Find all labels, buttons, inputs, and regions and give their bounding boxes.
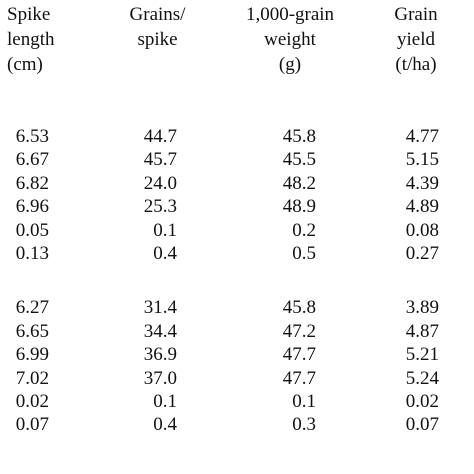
cell-grain-yield: 4.39 — [405, 172, 439, 194]
table-row: 0.07 0.4 0.3 0.07 — [0, 413, 474, 436]
cell-spike-length: 6.99 — [15, 344, 49, 366]
table-row: 6.65 34.4 47.2 4.87 — [0, 320, 474, 343]
cell-thousand-grain-weight: 45.8 — [282, 297, 316, 319]
cell-grains-per-spike: 0.1 — [153, 390, 177, 412]
cell-grain-yield: 3.89 — [405, 297, 439, 319]
cell-spike-length: 0.07 — [15, 414, 49, 436]
table-row: 6.99 36.9 47.7 5.21 — [0, 343, 474, 366]
cell-grain-yield: 5.15 — [405, 149, 439, 171]
cell-grain-yield: 4.77 — [405, 126, 439, 147]
cell-grains-per-spike: 45.7 — [143, 149, 177, 171]
cell-spike-length: 0.05 — [15, 219, 49, 241]
table-section: 6.27 31.4 45.8 3.89 6.65 34.4 47.2 4.87 6.99 36.9… — [0, 296, 474, 436]
cell-grains-per-spike: 0.4 — [153, 242, 177, 264]
cell-thousand-grain-weight: 0.2 — [292, 219, 316, 241]
cell-spike-length: 6.65 — [15, 320, 49, 342]
cell-thousand-grain-weight: 48.2 — [282, 172, 316, 194]
cell-grains-per-spike: 0.4 — [153, 414, 177, 436]
cell-grains-per-spike: 31.4 — [143, 297, 177, 319]
cell-spike-length: 0.02 — [15, 390, 49, 412]
cell-thousand-grain-weight: 48.9 — [282, 196, 316, 218]
table-row: 0.13 0.4 0.5 0.27 — [0, 242, 474, 265]
table-row: 6.53 44.7 45.8 4.77 — [0, 125, 474, 148]
cell-grains-per-spike: 24.0 — [143, 172, 177, 194]
cell-grain-yield: 4.87 — [405, 320, 439, 342]
cell-thousand-grain-weight: 0.5 — [292, 242, 316, 264]
header-spike-length: Spike length (cm) — [7, 4, 55, 75]
cell-grain-yield: 0.08 — [405, 219, 439, 241]
cell-thousand-grain-weight: 45.5 — [282, 149, 316, 171]
cell-grain-yield: 4.89 — [405, 196, 439, 218]
cell-thousand-grain-weight: 0.1 — [292, 390, 316, 412]
cell-spike-length: 0.13 — [15, 242, 49, 264]
cell-spike-length: 6.67 — [15, 149, 49, 171]
table-row: 7.02 37.0 47.7 5.24 — [0, 367, 474, 390]
cell-thousand-grain-weight: 0.3 — [292, 414, 316, 436]
table-row: 6.27 31.4 45.8 3.89 — [0, 296, 474, 319]
cell-thousand-grain-weight: 47.7 — [282, 344, 316, 366]
cell-spike-length: 6.96 — [15, 196, 49, 218]
cell-spike-length: 6.82 — [15, 172, 49, 194]
table-row: 0.05 0.1 0.2 0.08 — [0, 219, 474, 242]
cell-grain-yield: 5.24 — [405, 367, 439, 389]
table-body: 6.53 44.7 45.8 4.77 6.67 45.7 45.5 5.15 6.82 24.0… — [0, 125, 474, 437]
cell-grain-yield: 5.21 — [405, 344, 439, 366]
header-thousand-grain-weight: 1,000-grain weight (g) — [245, 4, 335, 75]
cell-spike-length: 7.02 — [15, 367, 49, 389]
cell-thousand-grain-weight: 47.7 — [282, 367, 316, 389]
cell-grains-per-spike: 34.4 — [143, 320, 177, 342]
cell-grains-per-spike: 44.7 — [143, 126, 177, 147]
table-section: 6.53 44.7 45.8 4.77 6.67 45.7 45.5 5.15 6.82 24.0… — [0, 125, 474, 265]
cell-grain-yield: 0.02 — [405, 390, 439, 412]
table-header-row: Spike length (cm) Grains/ spike 1,000-gr… — [0, 2, 474, 82]
table-row: 0.02 0.1 0.1 0.02 — [0, 390, 474, 413]
cell-grains-per-spike: 25.3 — [143, 196, 177, 218]
table-row: 6.82 24.0 48.2 4.39 — [0, 172, 474, 195]
table-row: 6.67 45.7 45.5 5.15 — [0, 148, 474, 171]
cell-thousand-grain-weight: 47.2 — [282, 320, 316, 342]
cell-grains-per-spike: 37.0 — [143, 367, 177, 389]
cell-grains-per-spike: 0.1 — [153, 219, 177, 241]
cell-grain-yield: 0.07 — [405, 414, 439, 436]
header-grains-per-spike: Grains/ spike — [129, 4, 186, 50]
cell-thousand-grain-weight: 45.8 — [282, 126, 316, 147]
cell-grain-yield: 0.27 — [405, 242, 439, 264]
header-grain-yield: Grain yield (t/ha) — [394, 4, 438, 75]
table-row: 6.96 25.3 48.9 4.89 — [0, 195, 474, 218]
cell-grains-per-spike: 36.9 — [143, 344, 177, 366]
cell-spike-length: 6.27 — [15, 297, 49, 319]
cell-spike-length: 6.53 — [15, 126, 49, 147]
